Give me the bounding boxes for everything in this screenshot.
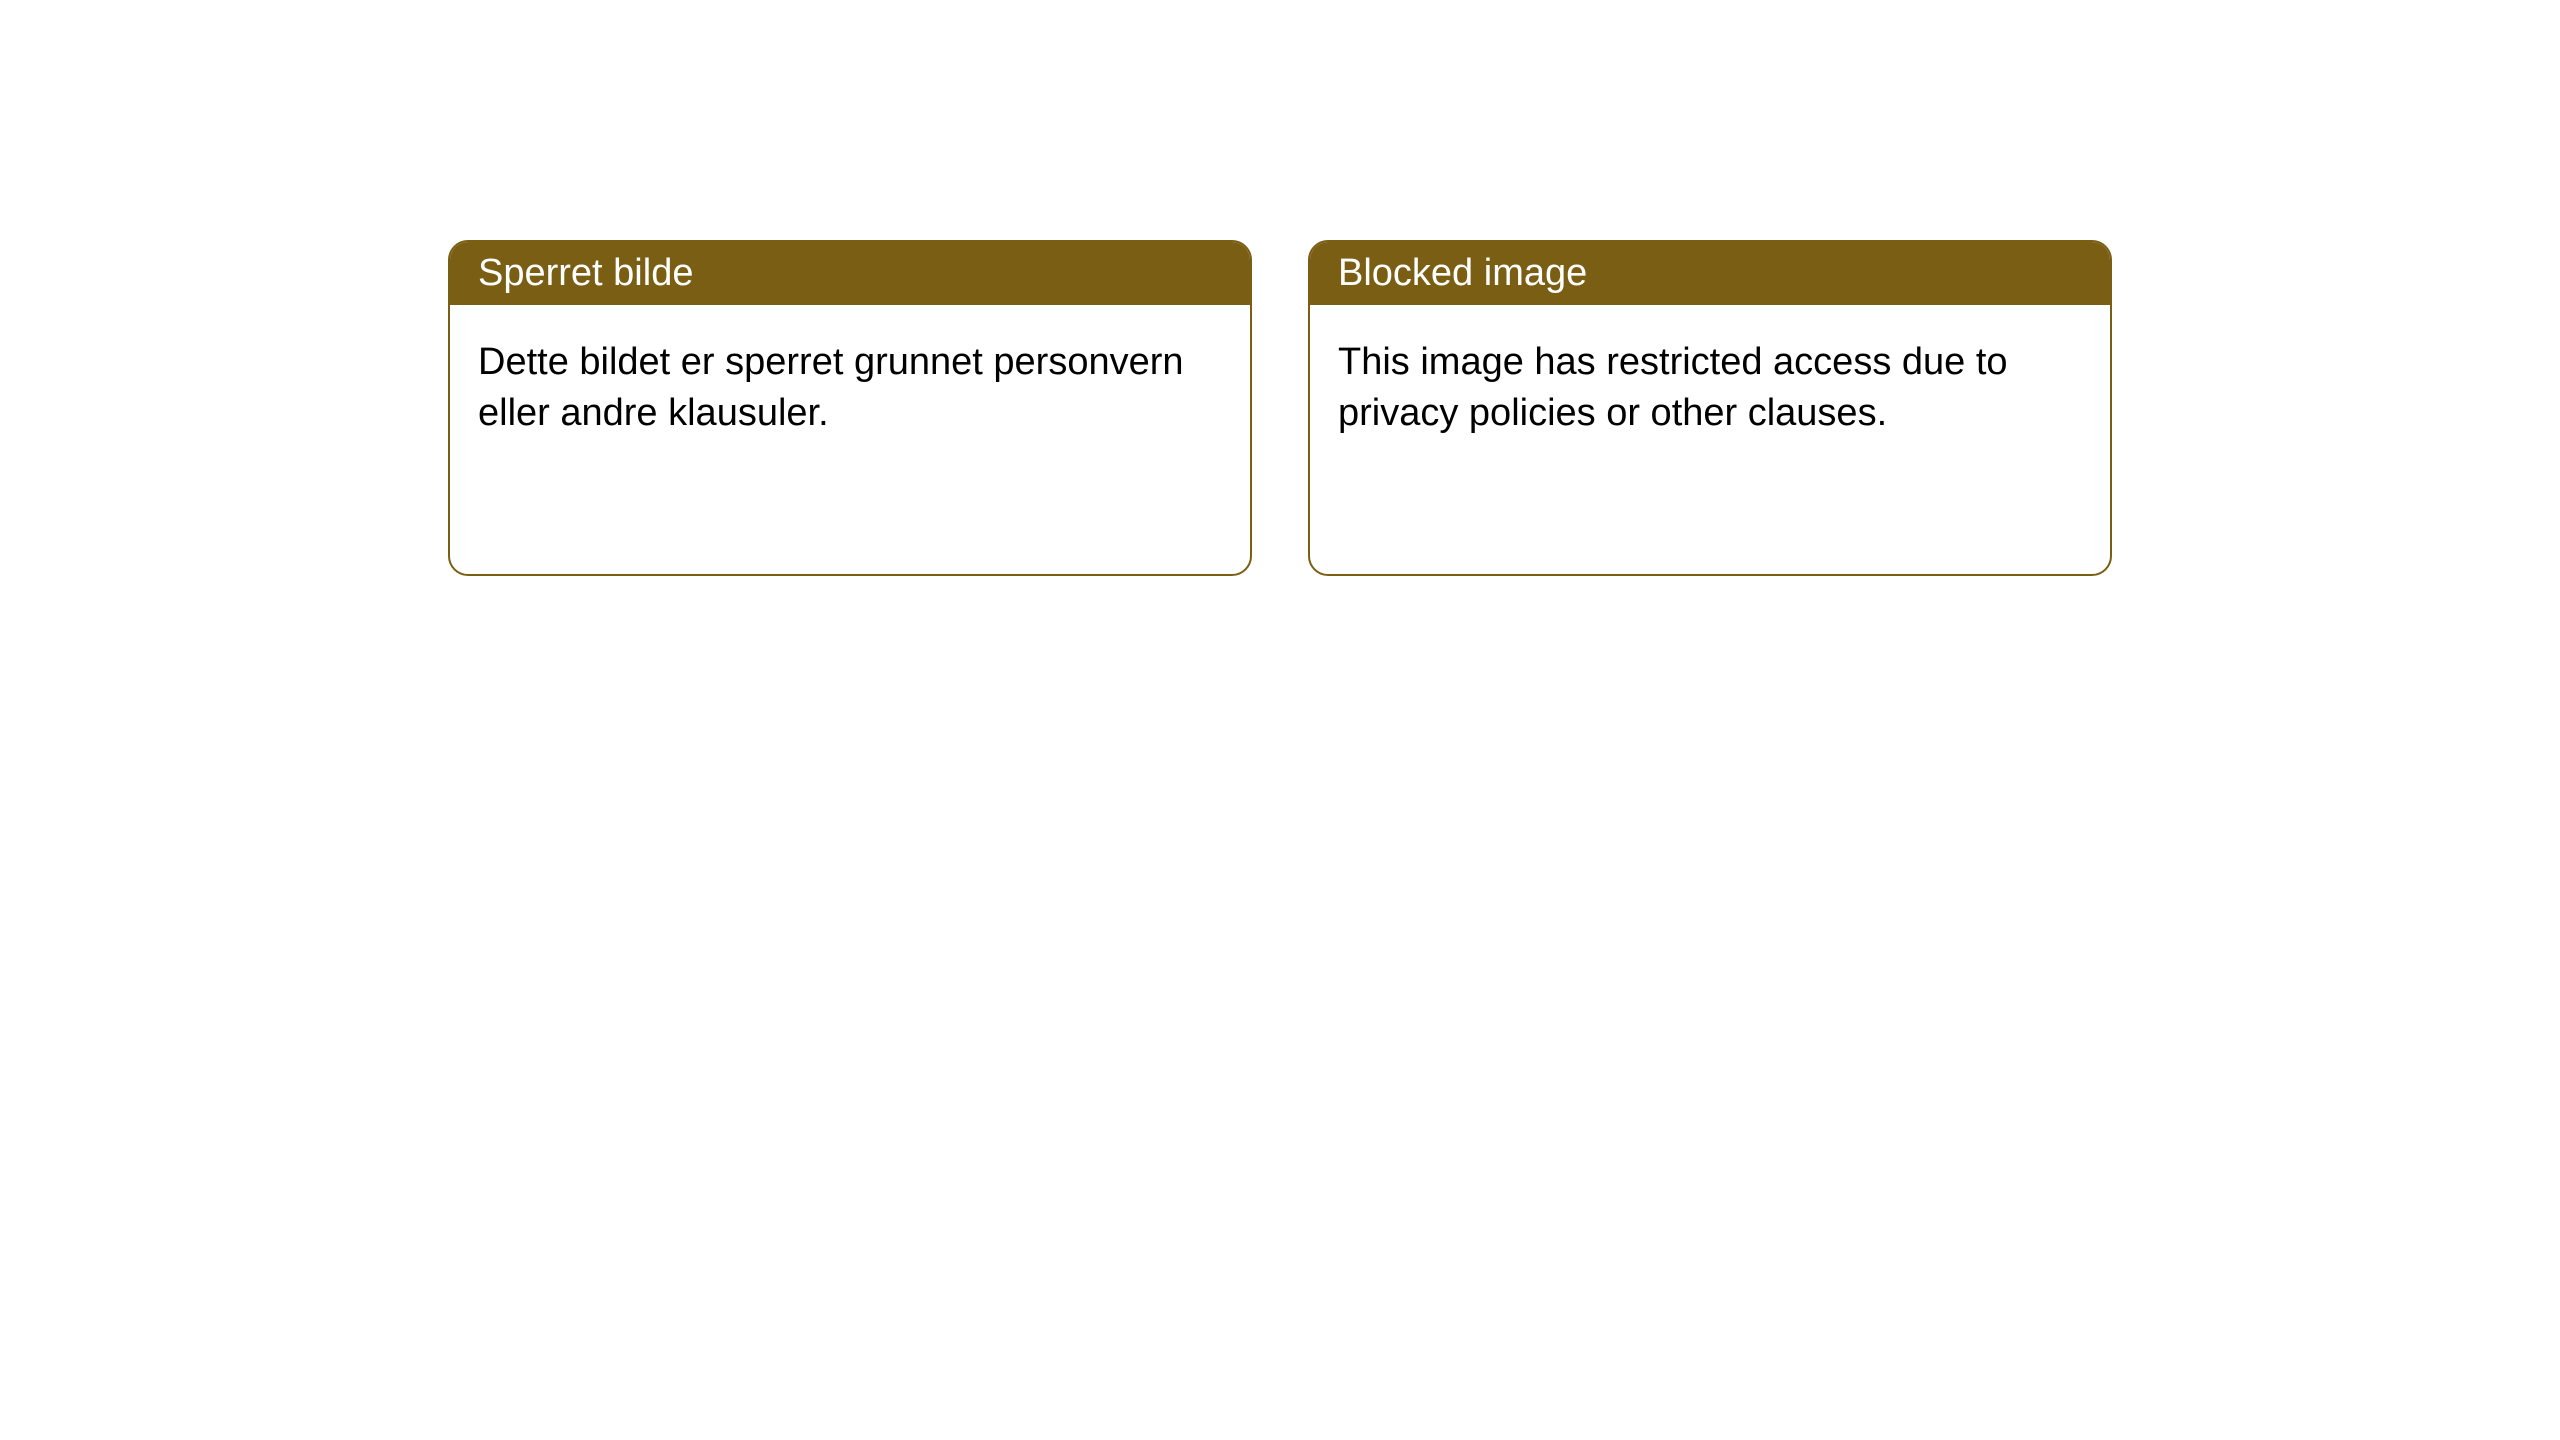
notice-card-english: Blocked image This image has restricted …	[1308, 240, 2112, 576]
notice-body-english: This image has restricted access due to …	[1310, 305, 2110, 472]
notice-card-norwegian: Sperret bilde Dette bildet er sperret gr…	[448, 240, 1252, 576]
notice-title-english: Blocked image	[1338, 252, 1587, 294]
notice-header-english: Blocked image	[1310, 242, 2110, 305]
notice-header-norwegian: Sperret bilde	[450, 242, 1250, 305]
notice-container: Sperret bilde Dette bildet er sperret gr…	[448, 240, 2112, 576]
notice-message-norwegian: Dette bildet er sperret grunnet personve…	[478, 341, 1184, 434]
notice-message-english: This image has restricted access due to …	[1338, 341, 2008, 434]
notice-title-norwegian: Sperret bilde	[478, 252, 693, 294]
notice-body-norwegian: Dette bildet er sperret grunnet personve…	[450, 305, 1250, 472]
